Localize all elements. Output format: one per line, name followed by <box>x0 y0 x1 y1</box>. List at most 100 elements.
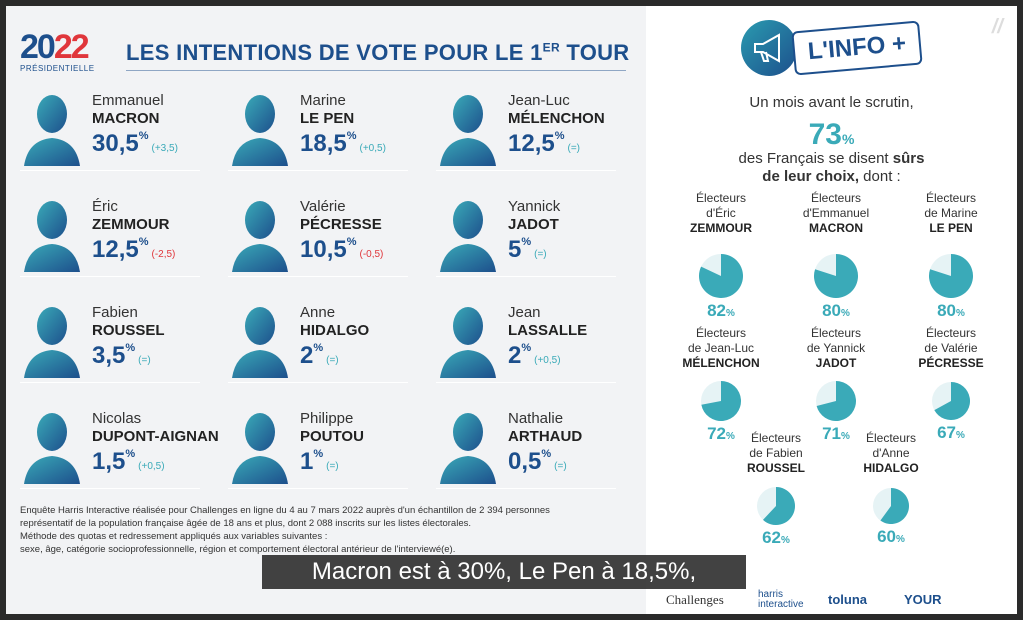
card-divider <box>436 382 616 383</box>
info-line3-bold: de leur choix, <box>762 168 859 185</box>
pie-slice <box>816 381 856 421</box>
pct-sign: % <box>956 308 965 319</box>
elector-pre: Électeurs <box>695 191 747 205</box>
subtitle-caption: Macron est à 30%, Le Pen à 18,5%, <box>262 555 746 589</box>
pct-sign: % <box>313 342 324 354</box>
candidate-delta: (=) <box>567 143 581 154</box>
candidate-delta: (+0,5) <box>534 355 561 366</box>
info-big-value: 73 <box>808 118 842 151</box>
candidate-delta: (=) <box>534 249 547 260</box>
elector-pie <box>932 382 970 420</box>
poll-panel: 2022 PRÉSIDENTIELLE LES INTENTIONS DE VO… <box>6 6 646 614</box>
candidate-card: Jean-Luc MÉLENCHON 12,5%(=) <box>436 86 636 176</box>
card-divider <box>436 170 616 171</box>
card-divider <box>228 488 408 489</box>
logo-subtitle: PRÉSIDENTIELLE <box>20 64 95 73</box>
candidate-delta: (+3,5) <box>151 143 178 154</box>
candidate-score: 3,5 <box>92 342 126 369</box>
pct-sign: % <box>125 342 136 354</box>
info-line1: Un mois avant le scrutin, <box>749 94 914 111</box>
candidate-first-name: Fabien <box>92 304 138 321</box>
candidate-card: Marine LE PEN 18,5%(+0,5) <box>228 86 428 176</box>
elector-value-number: 60 <box>877 527 896 546</box>
elector-name: ROUSSEL <box>746 461 805 475</box>
candidate-card: Yannick JADOT 5%(=) <box>436 192 636 282</box>
candidate-portrait <box>440 307 496 378</box>
pie-slice <box>699 254 743 298</box>
elector-pie <box>699 254 743 298</box>
elector-of: de Yannick <box>806 341 866 355</box>
elector-name: HIDALGO <box>863 461 919 475</box>
candidate-card: Anne HIDALGO 2%(=) <box>228 298 428 388</box>
candidate-portrait <box>232 413 288 484</box>
elector-value: 80% <box>796 301 876 321</box>
pct-sign: % <box>726 431 735 442</box>
candidate-last-name: DUPONT-AIGNAN <box>92 428 219 445</box>
candidate-portrait <box>232 201 288 272</box>
card-divider <box>228 170 408 171</box>
pct-sign: % <box>521 236 532 248</box>
candidate-delta: (-2,5) <box>151 249 176 260</box>
candidate-delta: (+0,5) <box>138 461 165 472</box>
candidate-portrait <box>24 95 80 166</box>
card-divider <box>20 382 200 383</box>
card-divider <box>436 276 616 277</box>
candidate-first-name: Nicolas <box>92 410 142 427</box>
card-divider <box>20 488 200 489</box>
elector-pie <box>814 254 858 298</box>
card-divider <box>228 276 408 277</box>
pct-sign: % <box>781 535 790 546</box>
video-frame: 2022 PRÉSIDENTIELLE LES INTENTIONS DE VO… <box>6 6 1017 614</box>
pct-sign: % <box>541 448 552 460</box>
candidate-portrait <box>440 413 496 484</box>
candidate-first-name: Philippe <box>300 410 354 427</box>
elector-label: Électeurs de Yannick JADOT <box>776 326 896 371</box>
pie-slice <box>880 488 909 524</box>
elector-pie <box>816 381 856 421</box>
elector-name: MÉLENCHON <box>682 356 760 370</box>
elector-value: 60% <box>851 527 931 547</box>
elector-pre: Électeurs <box>750 431 802 445</box>
candidate-delta: (=) <box>326 461 339 472</box>
candidate-portrait <box>440 201 496 272</box>
pct-sign: % <box>138 130 149 142</box>
elector-label: Électeurs d'Emmanuel MACRON <box>776 191 896 236</box>
candidate-score: 2 <box>300 342 314 369</box>
elector-of: de Fabien <box>749 446 803 460</box>
pie-slice <box>762 487 795 525</box>
pct-sign: % <box>956 430 965 441</box>
candidate-first-name: Yannick <box>508 198 561 215</box>
candidate-first-name: Nathalie <box>508 410 564 427</box>
candidate-last-name: JADOT <box>508 216 559 233</box>
candidate-delta: (=) <box>554 461 567 472</box>
pct-sign: % <box>125 448 136 460</box>
pct-sign: % <box>726 308 735 319</box>
channel-watermark: // <box>991 16 1003 38</box>
candidate-last-name: ARTHAUD <box>508 428 583 445</box>
candidate-score: 5 <box>508 236 522 263</box>
pct-sign: % <box>841 308 850 319</box>
elector-label: Électeurs de Marine LE PEN <box>891 191 1011 236</box>
candidate-portrait <box>440 95 496 166</box>
candidate-first-name: Jean-Luc <box>508 92 570 109</box>
candidate-card: Jean LASSALLE 2%(+0,5) <box>436 298 636 388</box>
elector-pie <box>929 254 973 298</box>
candidate-card: Philippe POUTOU 1%(=) <box>228 404 428 494</box>
elector-pre: Électeurs <box>810 191 862 205</box>
elector-name: JADOT <box>815 356 857 370</box>
sponsor-challenges: Challenges <box>666 592 724 607</box>
candidate-last-name: ZEMMOUR <box>92 216 170 233</box>
elector-label: Électeurs de Jean-Luc MÉLENCHON <box>661 326 781 371</box>
elector-value-number: 71 <box>822 424 841 443</box>
candidate-last-name: LE PEN <box>300 110 355 127</box>
elector-value-number: 80 <box>822 301 841 320</box>
page-title: LES INTENTIONS DE VOTE POUR LE 1ER TOUR <box>126 40 629 66</box>
title-divider <box>126 70 626 71</box>
elector-label: Électeurs d'Anne HIDALGO <box>831 431 951 476</box>
candidate-card: Éric ZEMMOUR 12,5%(-2,5) <box>20 192 220 282</box>
card-divider <box>20 170 200 171</box>
footnote: Enquête Harris Interactive réalisée pour… <box>20 504 640 556</box>
candidate-portrait <box>24 413 80 484</box>
elector-label: Électeurs d'Éric ZEMMOUR <box>661 191 781 236</box>
elector-pre: Électeurs <box>925 191 977 205</box>
